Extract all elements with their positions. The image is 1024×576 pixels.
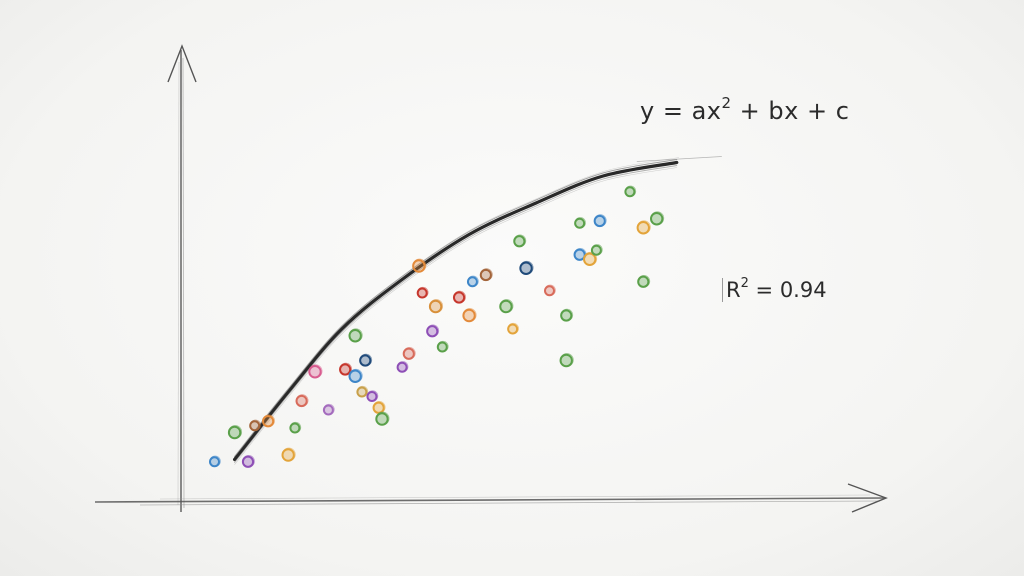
fit-curve-sketch-stroke [234,167,678,465]
data-point [402,347,416,360]
data-point [462,308,477,323]
data-point [426,324,440,338]
data-point [624,185,637,198]
data-point [560,308,574,322]
data-points [209,185,665,468]
data-point [249,419,261,432]
data-point [412,258,427,273]
r2-value: = 0.94 [748,278,827,302]
data-point [375,411,390,426]
data-point [262,414,275,428]
fit-curve [233,156,722,465]
equation-exponent: 2 [721,94,732,112]
data-point [348,328,363,343]
data-point [348,368,363,383]
equation-prefix: y = ax [640,97,722,125]
data-point [396,361,409,373]
data-point [583,251,598,266]
y-axis [167,44,197,512]
data-point [499,299,514,314]
r2-exponent: 2 [740,276,749,291]
x-axis-arrowhead [847,483,888,513]
fit-curve-sketch-stroke [236,157,680,455]
data-point [416,286,429,299]
data-point [428,299,444,314]
data-point [209,455,221,468]
data-point [650,211,665,226]
x-axis [94,483,888,513]
equation-suffix: + bx + c [731,97,850,125]
data-point [637,275,651,288]
data-point [559,353,574,368]
r2-prefix: R [726,278,741,302]
data-point [322,403,335,416]
data-point [544,284,556,297]
data-point [436,340,449,353]
data-point [466,275,479,288]
fit-curve-sketch-stroke [234,159,678,457]
data-point [289,421,302,434]
data-point [513,234,527,248]
data-point [356,385,369,398]
data-point [590,244,603,256]
data-point [308,364,323,379]
data-point [636,220,651,235]
data-point [479,268,493,282]
data-point [241,455,255,468]
data-point [593,214,607,228]
data-point [372,401,386,414]
data-point [452,290,466,304]
fit-equation: y = ax2 + bx + c [640,94,850,125]
data-point [574,217,586,229]
data-point [573,248,587,261]
fit-curve-tail-stroke [636,156,722,162]
data-point [366,390,379,402]
data-point [281,447,296,462]
data-point [519,260,534,275]
data-point [507,322,519,335]
data-point [339,362,353,376]
fit-curve-line [233,160,679,462]
data-point [295,394,309,408]
data-point [227,425,243,440]
data-point [359,353,373,367]
y-axis-arrowhead [167,44,197,83]
r-squared-label: R2 = 0.94 [722,276,827,302]
fit-curve-sketch-stroke [234,165,678,463]
